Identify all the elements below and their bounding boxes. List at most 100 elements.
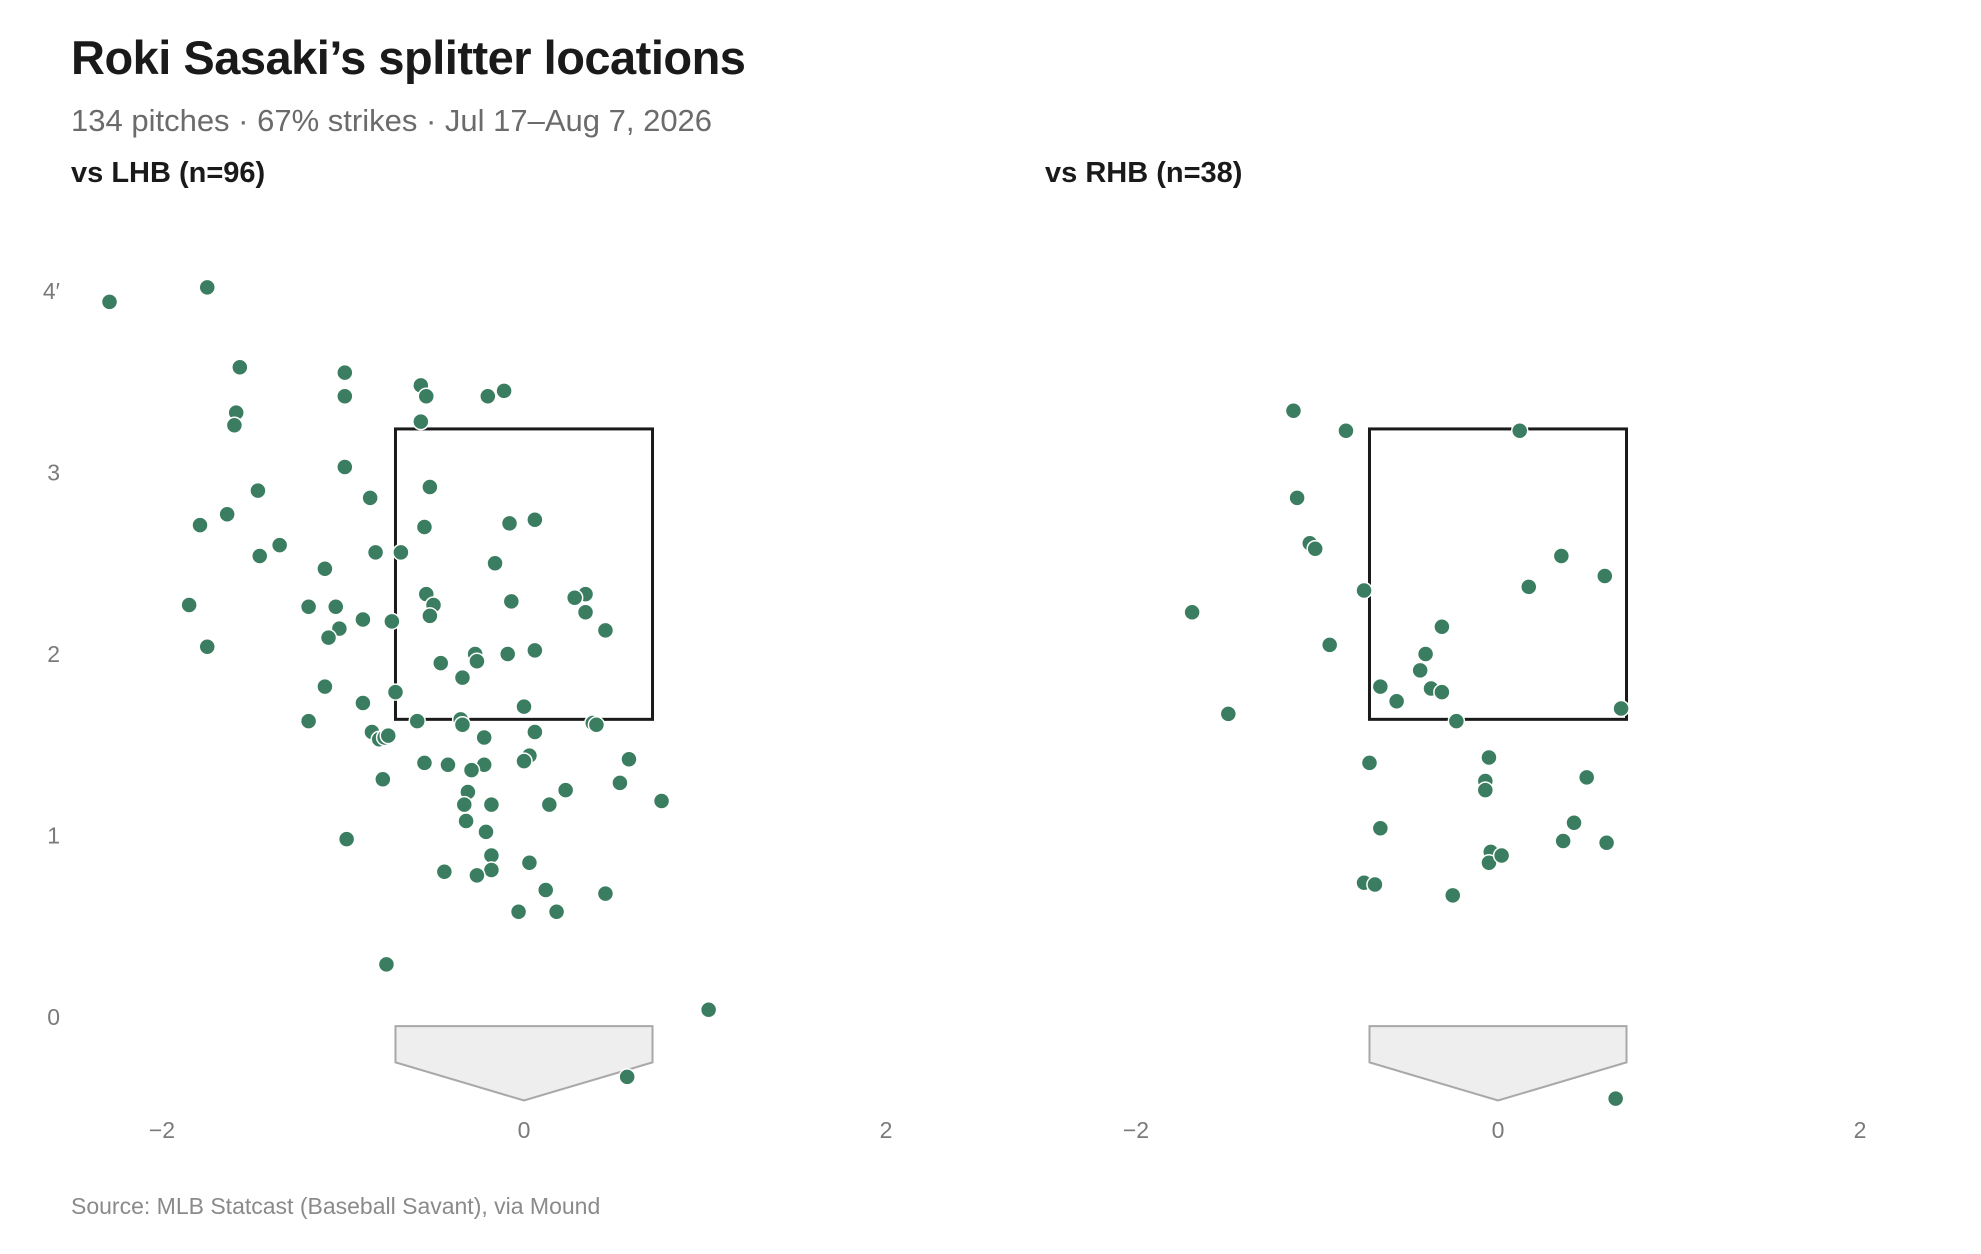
pitch-point <box>486 554 504 572</box>
pitch-point <box>354 610 372 629</box>
pitch-point <box>1337 422 1355 440</box>
pitch-point <box>1577 768 1596 787</box>
pitch-point <box>1366 875 1384 894</box>
pitch-point <box>1447 712 1466 730</box>
panel-title-lhb: vs LHB (n=96) <box>71 157 266 189</box>
pitch-point <box>652 792 671 810</box>
pitch-point <box>565 588 584 607</box>
pitch-point <box>417 387 436 406</box>
panel-title-rhb: vs RHB (n=38) <box>1045 157 1243 189</box>
pitch-point <box>316 559 334 578</box>
pitch-point <box>457 812 475 830</box>
pitch-point <box>453 716 472 734</box>
pitch-point <box>415 518 434 536</box>
pitch-point <box>1433 618 1451 636</box>
pitch-point <box>618 1068 636 1086</box>
pitch-point <box>431 654 450 672</box>
pitch-point <box>1492 846 1511 865</box>
pitch-point <box>225 416 244 435</box>
pitch-point <box>479 387 497 406</box>
pitch-point <box>1554 832 1572 850</box>
pitch-point <box>191 516 209 534</box>
pitch-point <box>415 754 434 772</box>
pitch-point <box>1183 603 1201 622</box>
pitch-point <box>1476 781 1495 799</box>
pitch-point <box>699 1000 718 1019</box>
pitch-point <box>1284 402 1303 420</box>
pitch-point <box>509 902 528 921</box>
pitch-point <box>336 387 354 406</box>
pitch-point <box>1416 645 1435 663</box>
pitch-point <box>299 712 318 730</box>
chart-subtitle: 134 pitches · 67% strikes · Jul 17–Aug 7… <box>71 103 713 138</box>
pitch-point <box>515 697 533 716</box>
y-tick-label: 3 <box>47 460 60 486</box>
chart-title: Roki Sasaki’s splitter locations <box>71 31 746 84</box>
source-note: Source: MLB Statcast (Baseball Savant), … <box>71 1193 601 1219</box>
pitch-point <box>249 481 267 500</box>
pitch-point <box>337 830 356 848</box>
pitch-point <box>250 547 269 565</box>
pitch-point <box>462 761 481 779</box>
y-tick-label: 1 <box>47 823 60 849</box>
pitch-point <box>392 543 410 562</box>
pitch-point <box>421 607 439 625</box>
pitch-point <box>386 683 405 701</box>
pitch-point <box>1355 581 1373 600</box>
pitch-point <box>354 694 372 712</box>
pitch-point <box>477 823 495 841</box>
pitch-point <box>361 489 379 507</box>
pitch-point <box>231 358 249 376</box>
y-tick-label: 0 <box>47 1004 60 1030</box>
pitch-point <box>620 750 638 769</box>
pitch-point <box>576 603 595 622</box>
pitch-point <box>1444 886 1462 905</box>
pitch-point <box>336 363 354 382</box>
pitch-point <box>1306 539 1324 558</box>
pitch-point <box>270 536 289 554</box>
pitch-point <box>1596 567 1614 585</box>
pitch-point <box>180 596 198 614</box>
pitch-point <box>412 412 430 431</box>
pitch-point <box>198 637 216 656</box>
x-tick-label: −2 <box>149 1117 175 1143</box>
pitch-point <box>421 478 439 496</box>
x-tick-label: 2 <box>1854 1117 1867 1143</box>
strike-zone <box>393 427 655 721</box>
pitch-point <box>547 902 566 921</box>
pitch-point <box>556 781 575 799</box>
panel-lhb: −2 0 2 0 1 2 3 4′ <box>43 278 893 1143</box>
pitch-point <box>439 755 457 774</box>
pitch-point <box>299 598 318 616</box>
pitch-point <box>218 505 236 523</box>
pitch-point <box>1219 705 1238 723</box>
home-plate <box>1368 1025 1628 1102</box>
pitch-point <box>611 774 629 792</box>
pitch-point <box>596 884 615 903</box>
pitch-point <box>495 382 513 400</box>
pitch-point <box>316 677 334 696</box>
pitch-point <box>1371 819 1390 837</box>
pitch-point <box>526 723 544 741</box>
pitch-point <box>198 278 216 297</box>
pitch-point <box>468 866 486 885</box>
pitch-point <box>468 652 486 671</box>
pitch-point <box>500 514 519 533</box>
pitch-point <box>1411 661 1429 680</box>
pitch-point <box>455 795 474 814</box>
pitch-point <box>100 293 119 311</box>
pitch-point <box>1510 422 1529 440</box>
pitch-point <box>379 726 397 745</box>
pitch-point <box>1552 547 1571 565</box>
x-tick-label: 0 <box>518 1117 531 1143</box>
pitch-point <box>520 853 539 872</box>
pitch-point <box>1597 834 1616 852</box>
pitch-point <box>453 668 472 687</box>
pitch-point <box>587 716 606 734</box>
pitch-point <box>435 863 454 881</box>
pitch-point <box>1433 683 1451 701</box>
pitch-point <box>498 645 517 663</box>
pitch-point <box>526 641 544 660</box>
pitch-point <box>319 628 338 647</box>
